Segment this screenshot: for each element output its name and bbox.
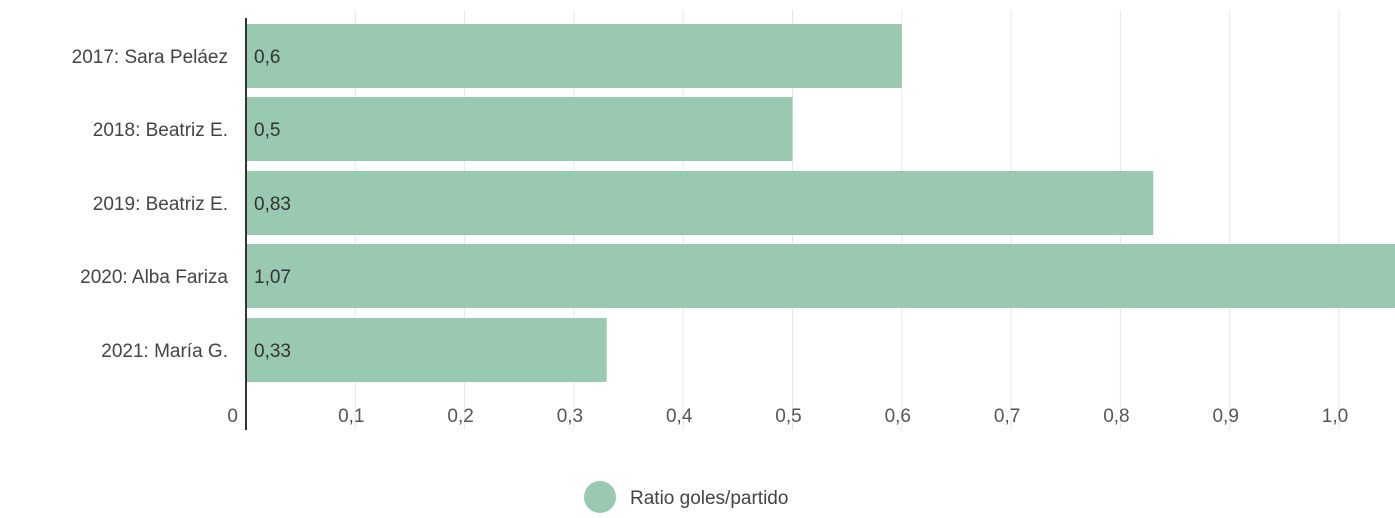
category-label: 2019: Beatriz E.: [93, 194, 228, 215]
x-tick-label: 0: [227, 406, 238, 427]
x-tick-label: 0,5: [775, 406, 801, 427]
bar-value-label: 0,5: [254, 120, 280, 141]
x-tick-label: 0,6: [885, 406, 911, 427]
x-tick-label: 0,1: [338, 406, 364, 427]
bar: [246, 318, 607, 382]
bar-value-label: 0,33: [254, 341, 291, 362]
bar: [246, 244, 1395, 308]
bar-value-label: 0,83: [254, 194, 291, 215]
x-tick-label: 0,7: [994, 406, 1020, 427]
x-tick-label: 0,2: [447, 406, 473, 427]
x-tick-label: 0,8: [1103, 406, 1129, 427]
bar: [246, 24, 902, 88]
labels: 0 0,1 0,2 0,3 0,4 0,5 0,6 0,7 0,8 0,9 1,0 0,6 2017: …: [72, 47, 1349, 427]
legend-label: Ratio goles/partido: [630, 488, 788, 509]
legend: Ratio goles/partido: [584, 481, 788, 513]
category-label: 2020: Alba Fariza: [80, 267, 228, 288]
bar-value-label: 0,6: [254, 47, 280, 68]
category-label: 2018: Beatriz E.: [93, 120, 228, 141]
category-label: 2021: María G.: [101, 341, 228, 362]
x-tick-label: 0,9: [1212, 406, 1238, 427]
bar: [246, 171, 1154, 235]
x-tick-label: 1,0: [1322, 406, 1348, 427]
bar: [246, 97, 793, 161]
x-tick-label: 0,4: [666, 406, 693, 427]
category-label: 2017: Sara Peláez: [72, 47, 228, 68]
bars: [246, 24, 1395, 382]
bar-value-label: 1,07: [254, 267, 291, 288]
legend-marker: [584, 481, 616, 513]
x-tick-label: 0,3: [557, 406, 583, 427]
